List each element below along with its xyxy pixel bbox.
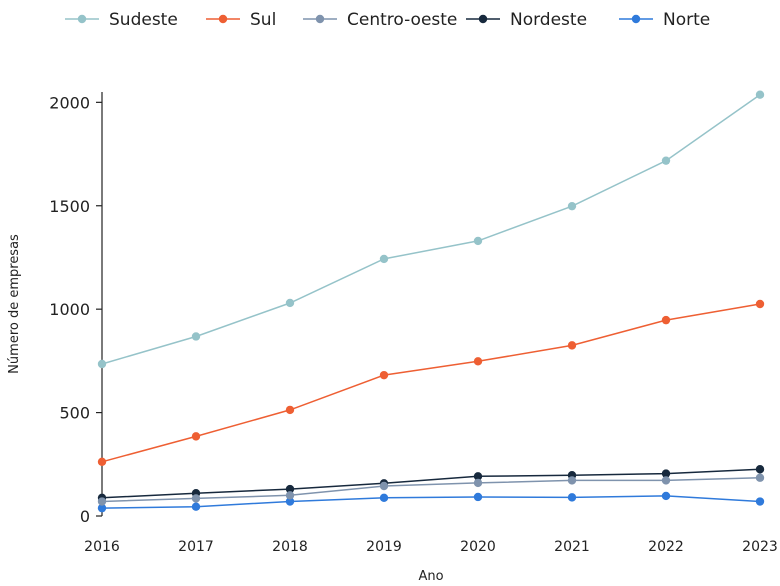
- data-point: [285, 298, 295, 308]
- x-tick-label: 2018: [272, 539, 308, 555]
- data-point: [97, 503, 107, 513]
- data-point: [567, 493, 577, 502]
- legend-marker: [478, 14, 488, 24]
- series-group: [97, 90, 765, 513]
- legend-item: Sul: [206, 10, 276, 30]
- data-point: [473, 478, 483, 488]
- data-point: [473, 357, 483, 366]
- data-point: [379, 493, 389, 502]
- series-line: [101, 303, 761, 463]
- legend-marker: [631, 14, 641, 24]
- legend-label: Norte: [663, 10, 710, 30]
- x-tick-label: 2017: [178, 539, 214, 555]
- series-line: [101, 94, 761, 365]
- y-tick-label: 0: [80, 507, 90, 526]
- data-point: [755, 473, 765, 482]
- data-point: [285, 405, 295, 415]
- data-point: [661, 315, 671, 325]
- x-tick-label: 2020: [460, 539, 496, 555]
- series-sul: [97, 299, 765, 467]
- legend-label: Sul: [250, 10, 276, 30]
- data-point: [473, 472, 483, 481]
- data-point: [97, 359, 107, 369]
- legend-label: Nordeste: [510, 10, 587, 30]
- data-point: [285, 497, 295, 506]
- data-point: [661, 491, 671, 501]
- data-point: [473, 236, 483, 246]
- legend-marker: [77, 14, 87, 24]
- data-point: [97, 497, 107, 506]
- data-point: [97, 457, 107, 467]
- data-point: [567, 201, 577, 211]
- data-point: [661, 469, 671, 478]
- y-tick-label: 2000: [49, 93, 90, 112]
- x-axis-title: Ano: [418, 569, 443, 584]
- series-line: [101, 468, 761, 499]
- x-tick-label: 2021: [554, 539, 590, 555]
- legend-item: Centro-oeste: [303, 10, 457, 30]
- series-sudeste: [97, 90, 765, 369]
- legend-marker: [218, 14, 228, 24]
- data-point: [661, 156, 671, 165]
- y-tick-label: 1000: [49, 300, 90, 319]
- series-nordeste: [97, 465, 765, 502]
- y-tick-label: 1500: [49, 197, 90, 216]
- data-point: [379, 254, 389, 264]
- y-axis-title: Número de empresas: [7, 234, 22, 374]
- data-point: [191, 494, 201, 503]
- legend-label: Centro-oeste: [347, 10, 457, 30]
- data-point: [285, 484, 295, 494]
- data-point: [379, 481, 389, 491]
- series-centro-oeste: [97, 473, 765, 506]
- x-tick-label: 2022: [648, 539, 684, 555]
- data-point: [755, 90, 765, 99]
- x-tick-label: 2016: [84, 539, 120, 555]
- legend-item: Nordeste: [466, 10, 587, 30]
- data-point: [755, 299, 765, 309]
- data-point: [567, 341, 577, 350]
- legend-item: Norte: [619, 10, 710, 30]
- data-point: [755, 465, 765, 474]
- legend-marker: [315, 14, 325, 24]
- data-point: [191, 432, 201, 441]
- series-line: [101, 495, 761, 509]
- legend: Sudeste Sul Centro-oeste Nordeste Norte: [65, 10, 710, 30]
- data-point: [567, 476, 577, 485]
- data-point: [379, 370, 389, 380]
- data-point: [661, 476, 671, 485]
- data-point: [191, 332, 201, 341]
- series-line: [101, 476, 761, 503]
- x-tick-label: 2019: [366, 539, 402, 555]
- data-point: [191, 502, 201, 511]
- series-norte: [97, 491, 765, 513]
- x-tick-label: 2023: [742, 539, 778, 555]
- x-ticks: 2016 2017 2018 2019 2020 2021 2022 2023: [84, 539, 778, 555]
- data-point: [473, 492, 483, 502]
- y-tick-label: 500: [59, 404, 90, 423]
- data-point: [285, 491, 295, 500]
- data-point: [755, 497, 765, 506]
- y-ticks: 0 500 1000 1500 2000: [49, 93, 102, 526]
- legend-label: Sudeste: [109, 10, 178, 30]
- legend-item: Sudeste: [65, 10, 178, 30]
